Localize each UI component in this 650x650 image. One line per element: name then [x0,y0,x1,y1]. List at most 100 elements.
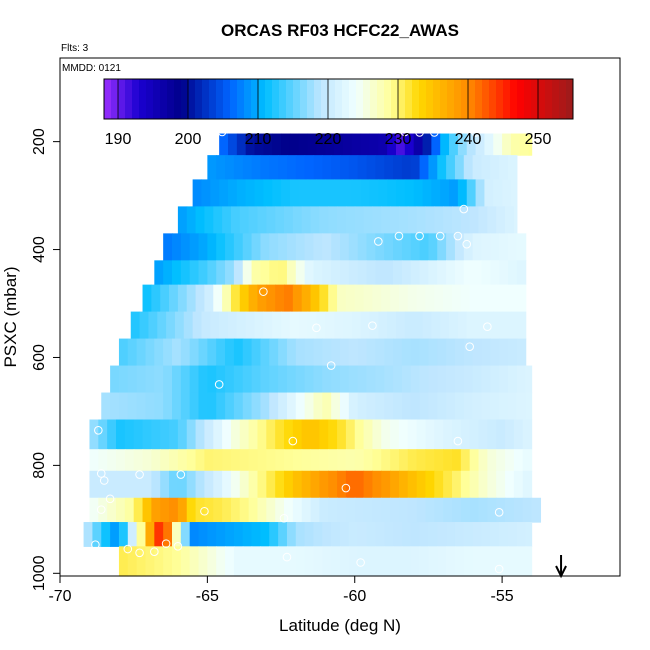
heat-cell [180,338,191,367]
heat-cell [390,470,400,499]
heat-cell [348,365,359,394]
heat-cell [195,470,206,499]
heat-cell [502,311,512,340]
colorbar-swatch [398,79,406,119]
heat-cell [118,546,129,577]
heat-cell [401,546,412,577]
heat-cell [216,155,226,181]
heat-cell [201,311,211,340]
heat-cell [475,179,486,207]
sample-point [176,470,186,479]
mmdd-annotation: MMDD: 0121 [62,63,121,74]
heat-cell [446,338,456,367]
colorbar-swatch [468,79,476,119]
heat-cell [286,155,297,181]
colorbar-swatch [475,79,483,119]
heat-cell [313,338,323,367]
heat-cell [207,546,217,577]
colorbar-swatch [300,79,308,119]
colorbar-swatch [202,79,210,119]
colorbar-swatch [167,79,175,119]
heat-cell [107,449,117,472]
sample-point [279,513,289,523]
heat-cell [345,284,356,313]
heat-cell [301,206,312,234]
heat-cell [525,522,533,547]
heat-cell [387,311,397,340]
heat-cell [354,284,365,313]
heat-cell [266,449,276,472]
heat-cell [169,284,179,313]
heat-cell [89,419,99,450]
x-axis-label: Latitude (deg N) [279,616,401,635]
heat-cell [340,233,350,261]
heat-cell [345,449,356,472]
heat-cell [407,497,418,523]
heat-cell [263,179,273,207]
heat-cell [428,155,438,181]
colorbar-swatch [426,79,434,119]
heat-cell [186,470,197,499]
colorbar-swatch [160,79,168,119]
heat-cell [396,311,406,340]
heat-cell [284,470,294,499]
heat-cell [437,155,447,181]
heat-cell [487,470,497,499]
heat-cell [278,522,288,547]
heat-cell [180,522,191,547]
heat-cell [304,546,315,577]
heat-cell [177,419,188,450]
heat-cell [172,260,182,286]
heat-cell [345,419,356,450]
heat-cell [192,179,203,207]
heat-cell [443,206,453,234]
heat-cell [118,522,129,547]
heat-cell [142,419,152,450]
heat-cell [260,546,270,577]
heat-cell [304,338,315,367]
heat-cell [384,338,394,367]
heat-cell [124,449,135,472]
heat-cell [269,522,279,547]
heat-cell [266,419,276,450]
colorbar-swatch [524,79,532,119]
heat-cell [198,392,208,421]
heat-cell [472,233,483,261]
heat-cell [378,133,388,156]
heat-cell [116,449,126,472]
heat-cell [513,470,524,499]
heat-cell [463,392,474,421]
heat-cell [484,311,494,340]
heat-cell [151,284,161,313]
heat-cell [393,546,403,577]
heat-cell [163,522,173,547]
heat-cell [225,260,235,286]
heat-cell [310,497,320,523]
heat-cell [475,133,486,156]
heat-cell [407,419,418,450]
heat-cell [298,311,309,340]
heat-cell [145,392,155,421]
heat-cell [189,392,200,421]
heat-cell [154,392,164,421]
heat-cell [222,470,232,499]
heat-cell [425,284,435,313]
heat-cell [251,365,262,394]
heat-cell [348,260,359,286]
heat-cell [236,179,247,207]
heat-cell [286,260,297,286]
heat-cell [154,365,164,394]
colorbar-tick-label: 200 [175,131,202,148]
heat-cell [331,522,341,547]
heat-cell [454,522,465,547]
heat-cell [463,338,474,367]
heat-cell [207,338,217,367]
heat-cell [284,206,294,234]
heat-cell [260,522,270,547]
heat-cell [508,522,518,547]
colorbar-swatch [517,79,525,119]
heat-cell [457,133,468,156]
heat-cell [393,233,403,261]
heat-cell [381,449,391,472]
colorbar-swatch [363,79,371,119]
